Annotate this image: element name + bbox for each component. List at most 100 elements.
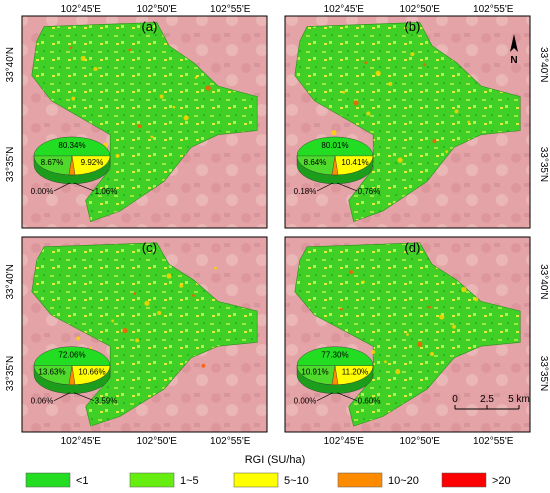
hotspot-mark — [366, 111, 371, 116]
longitude-label: 102°45'E — [324, 436, 365, 447]
hotspot-mark — [137, 124, 142, 129]
pie-label-lt1: 72.06% — [58, 351, 85, 360]
pie-label-10to20: 0.00% — [31, 187, 54, 196]
pie-label-10to20: 0.06% — [31, 397, 54, 406]
pie-slice-1to5 — [33, 365, 73, 385]
hotspots — [76, 266, 217, 368]
longitude-label: 102°55'E — [210, 436, 251, 447]
pie-slice-1to5 — [33, 155, 73, 176]
hotspot-mark — [128, 48, 132, 52]
hotspot-mark — [166, 273, 172, 279]
hotspot-mark — [371, 350, 376, 355]
north-arrow-icon — [510, 34, 518, 52]
hotspot-mark — [150, 135, 154, 139]
hotspot-mark — [159, 94, 164, 99]
pie-slice-10to20 — [68, 155, 76, 176]
hotspot-mark — [214, 266, 217, 270]
leader-line — [316, 392, 334, 401]
hotspot-mark — [133, 292, 137, 295]
longitude-label: 102°55'E — [473, 4, 514, 15]
hotspot-mark — [179, 283, 184, 288]
hotspot-mark — [395, 368, 401, 375]
legend-swatch — [25, 472, 71, 488]
panel-frame — [284, 236, 531, 433]
longitude-label: 102°45'E — [61, 436, 102, 447]
pie-slice-5to10 — [71, 155, 111, 176]
pie-slice-10to20 — [331, 365, 339, 385]
hotspot-mark — [430, 352, 434, 356]
pie-label-1to5: 8.67% — [41, 158, 64, 167]
pie-label-5to10: 9.92% — [81, 158, 104, 167]
study-area — [31, 22, 258, 222]
legend-label: 10~20 — [388, 475, 419, 487]
scalebar: 0 2.5 5 km — [452, 394, 530, 410]
pie-slice-5to10 — [71, 365, 111, 385]
pie-label-gt20: 0.76% — [358, 187, 381, 196]
hotspot-mark — [417, 341, 423, 347]
hotspot-mark — [111, 319, 115, 323]
study-area — [31, 242, 258, 427]
north-label: N — [510, 55, 517, 66]
hotspot-mark — [183, 115, 189, 121]
legend-title: RGI (SU/ha) — [245, 454, 306, 466]
hotspot-mark — [397, 157, 403, 163]
panel-frame — [21, 236, 268, 433]
panel-letter: (a) — [141, 19, 157, 34]
pie-chart: 77.30% 10.91% 11.20% 0.00% 0.60% — [294, 346, 380, 406]
legend-label: 1~5 — [180, 475, 199, 487]
leader-line — [53, 392, 71, 401]
latitude-label: 33°40'N — [538, 264, 549, 299]
latitude-label: 33°40'N — [538, 47, 549, 82]
leader-line — [73, 392, 95, 401]
hotspots — [339, 270, 479, 375]
latitude-label: 33°35'N — [538, 147, 549, 182]
hotspot-mark — [388, 81, 393, 86]
hotspot-mark — [192, 294, 195, 297]
legend: RGI (SU/ha) <1 1~5 5~10 10~20 >20 — [25, 454, 511, 488]
hotspot-mark — [339, 307, 343, 311]
legend-label: 5~10 — [284, 475, 309, 487]
map-panel-a: (a) 80.34% 8.67% 9.92% 0.00% 1.06% — [21, 15, 268, 229]
hotspot-mark — [364, 61, 368, 65]
hotspot-mark — [342, 90, 346, 94]
longitude-label: 102°50'E — [400, 4, 441, 15]
hotspot-mark — [80, 55, 86, 62]
longitude-label: 102°50'E — [400, 436, 441, 447]
pie-chart: 72.06% 13.63% 10.66% 0.06% 3.59% — [31, 346, 117, 406]
hotspot-mark — [205, 85, 211, 91]
longitude-label: 102°55'E — [473, 436, 514, 447]
hotspot-mark — [445, 150, 449, 154]
hotspot-mark — [375, 70, 381, 76]
hotspot-mark — [384, 360, 387, 364]
legend-swatch — [129, 472, 175, 488]
hotspot-mark — [439, 314, 445, 320]
hotspot-mark — [93, 67, 98, 71]
latitude-label: 33°35'N — [5, 147, 16, 182]
hotspot-mark — [172, 105, 176, 109]
pie-slice-1to5 — [296, 155, 336, 176]
hotspot-mark — [69, 46, 73, 50]
legend-swatch — [441, 472, 487, 488]
hotspot-mark — [428, 305, 431, 309]
hotspot-mark — [423, 63, 427, 67]
leader-line — [336, 182, 358, 192]
map-panel-b: (b) 80.01% 8.64% 10.41% 0.18% 0.76% — [284, 15, 531, 229]
latitude-label: 33°35'N — [5, 356, 16, 391]
map-panel-d: (d) 77.30% 10.91% 11.20% 0.00% 0.60% — [284, 236, 531, 433]
hotspot-mark — [71, 96, 76, 101]
panel-letter: (b) — [404, 19, 420, 34]
panel-letter: (c) — [142, 240, 157, 255]
map-panels: (a) 80.34% 8.67% 9.92% 0.00% 1.06% (b) 80.01% 8.… — [5, 4, 549, 447]
study-area — [294, 22, 521, 222]
pie-chart: 80.01% 8.64% 10.41% 0.18% 0.76% — [294, 136, 381, 196]
scalebar-label: 5 km — [508, 394, 530, 405]
pie-label-5to10: 10.41% — [341, 158, 368, 167]
pie-label-5to10: 11.20% — [342, 368, 369, 377]
hotspot-mark — [452, 324, 457, 329]
legend-swatch — [233, 472, 279, 488]
pie-label-1to5: 13.63% — [38, 368, 65, 377]
pie-label-10to20: 0.00% — [294, 397, 317, 406]
pie-slice-10to20 — [68, 365, 76, 385]
pie-label-gt20: 1.06% — [95, 187, 118, 196]
